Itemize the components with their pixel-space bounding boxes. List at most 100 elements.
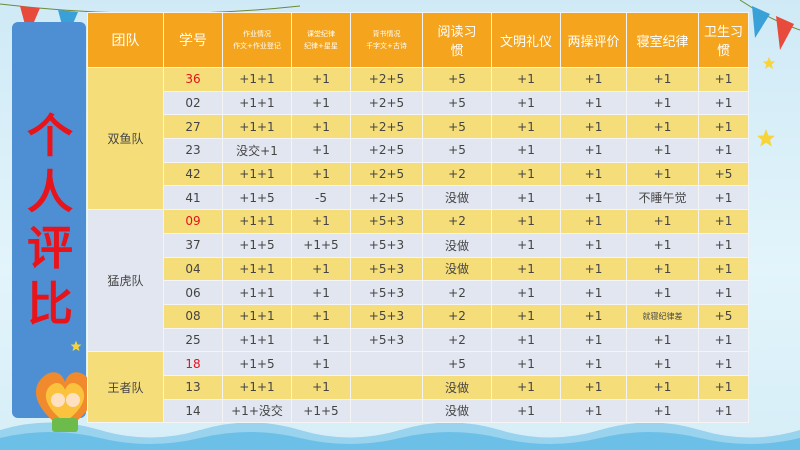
reading-score: +5 — [422, 114, 492, 140]
header-exercise: 两操评价 — [560, 12, 627, 68]
exercise-score: +1 — [560, 398, 627, 424]
table-row: 27 +1+1 +1 +2+5 +5 +1 +1 +1 +1 — [88, 114, 749, 140]
exercise-score: +1 — [560, 209, 627, 234]
hygiene-score: +1 — [698, 209, 749, 234]
homework-score: +1+1 — [222, 161, 292, 187]
header-class-discipline: 课堂纪律 纪律+星星 — [291, 12, 351, 68]
class-score: +1 — [291, 209, 351, 234]
reading-score: 没做 — [422, 374, 492, 400]
recite-score — [350, 374, 423, 400]
recite-score: +5+3 — [350, 327, 423, 353]
reading-score: +2 — [422, 161, 492, 187]
recite-score: +2+5 — [350, 161, 423, 187]
student-id: 02 — [163, 90, 223, 116]
class-score: +1 — [291, 327, 351, 353]
header-reading: 阅读习惯 — [422, 12, 492, 68]
header-row: 团队 学号 作业情况 作文+作业登记 课堂纪律 纪律+星星 背书情况 千字文+古诗 阅… — [87, 12, 749, 68]
hygiene-score: +1 — [698, 280, 749, 305]
homework-score: 没交+1 — [222, 138, 292, 163]
hygiene-score: +1 — [698, 185, 749, 211]
homework-score: +1+1 — [222, 280, 292, 305]
wave-decoration — [0, 422, 800, 450]
recite-score: +5+3 — [350, 303, 423, 329]
reading-score: +2 — [422, 327, 492, 353]
recite-score: +2+5 — [350, 67, 423, 92]
table-row: 14 +1+没交 +1+5 没做 +1 +1 +1 +1 — [88, 398, 749, 424]
header-id: 学号 — [163, 12, 223, 68]
header-civility: 文明礼仪 — [491, 12, 561, 68]
heart-kids-illustration — [35, 372, 95, 432]
exercise-score: +1 — [560, 90, 627, 116]
table-row: 08 +1+1 +1 +5+3 +2 +1 +1 就寝纪律差 +5 — [88, 303, 749, 329]
homework-score: +1+5 — [222, 185, 292, 211]
exercise-score: +1 — [560, 351, 627, 376]
table-row: 04 +1+1 +1 +5+3 没做 +1 +1 +1 +1 — [88, 256, 749, 282]
hygiene-score: +1 — [698, 232, 749, 258]
class-score: +1+5 — [291, 398, 351, 424]
class-score: +1 — [291, 374, 351, 400]
dorm-score: +1 — [626, 327, 699, 353]
homework-score: +1+1 — [222, 67, 292, 92]
student-id: 36 — [163, 67, 223, 92]
reading-score: 没做 — [422, 185, 492, 211]
dorm-score: +1 — [626, 351, 699, 376]
dorm-score: +1 — [626, 161, 699, 187]
student-id: 23 — [163, 138, 223, 163]
star-icon — [757, 129, 775, 147]
recite-score: +2+5 — [350, 138, 423, 163]
team-cell: 猛虎队 — [87, 209, 164, 353]
recite-score: +2+5 — [350, 185, 423, 211]
student-id: 18 — [163, 351, 223, 376]
student-id: 41 — [163, 185, 223, 211]
student-id: 06 — [163, 280, 223, 305]
table-row: 猛虎队 09 +1+1 +1 +5+3 +2 +1 +1 +1 +1 — [87, 209, 749, 353]
class-score: +1 — [291, 280, 351, 305]
civility-score: +1 — [491, 351, 561, 376]
student-id: 14 — [163, 398, 223, 424]
hygiene-score: +1 — [698, 90, 749, 116]
civility-score: +1 — [491, 303, 561, 329]
student-id: 04 — [163, 256, 223, 282]
header-team: 团队 — [87, 12, 164, 68]
exercise-score: +1 — [560, 374, 627, 400]
header-homework: 作业情况 作文+作业登记 — [222, 12, 292, 68]
class-score: +1 — [291, 256, 351, 282]
civility-score: +1 — [491, 138, 561, 163]
hygiene-score: +1 — [698, 351, 749, 376]
table-row: 双鱼队 36 +1+1 +1 +2+5 +5 +1 +1 +1 +1 — [87, 66, 749, 211]
reading-score: +2 — [422, 280, 492, 305]
table-row: 42 +1+1 +1 +2+5 +2 +1 +1 +1 +5 — [88, 161, 749, 187]
student-id: 42 — [163, 161, 223, 187]
exercise-score: +1 — [560, 114, 627, 140]
table-row: 王者队 18 +1+5 +1 +5 +1 +1 +1 +1 — [87, 351, 749, 424]
dorm-score: +1 — [626, 374, 699, 400]
recite-score — [350, 398, 423, 424]
reading-score: +5 — [422, 67, 492, 92]
dorm-score: 不睡午觉 — [626, 185, 699, 211]
dorm-score: +1 — [626, 209, 699, 234]
exercise-score: +1 — [560, 161, 627, 187]
homework-score: +1+1 — [222, 90, 292, 116]
civility-score: +1 — [491, 185, 561, 211]
dorm-score: +1 — [626, 90, 699, 116]
student-id: 27 — [163, 114, 223, 140]
class-score: +1 — [291, 161, 351, 187]
recite-score: +5+3 — [350, 280, 423, 305]
exercise-score: +1 — [560, 256, 627, 282]
header-recitation: 背书情况 千字文+古诗 — [350, 12, 423, 68]
team-cell: 双鱼队 — [87, 66, 164, 211]
homework-score: +1+1 — [222, 209, 292, 234]
civility-score: +1 — [491, 209, 561, 234]
star-icon — [70, 340, 82, 352]
dorm-score: 就寝纪律差 — [626, 303, 699, 329]
civility-score: +1 — [491, 327, 561, 353]
class-score: +1 — [291, 90, 351, 116]
student-id: 13 — [163, 374, 223, 400]
hygiene-score: +1 — [698, 327, 749, 353]
exercise-score: +1 — [560, 185, 627, 211]
dorm-score: +1 — [626, 138, 699, 163]
civility-score: +1 — [491, 67, 561, 92]
exercise-score: +1 — [560, 303, 627, 329]
student-id: 09 — [163, 209, 223, 234]
dorm-score: +1 — [626, 232, 699, 258]
